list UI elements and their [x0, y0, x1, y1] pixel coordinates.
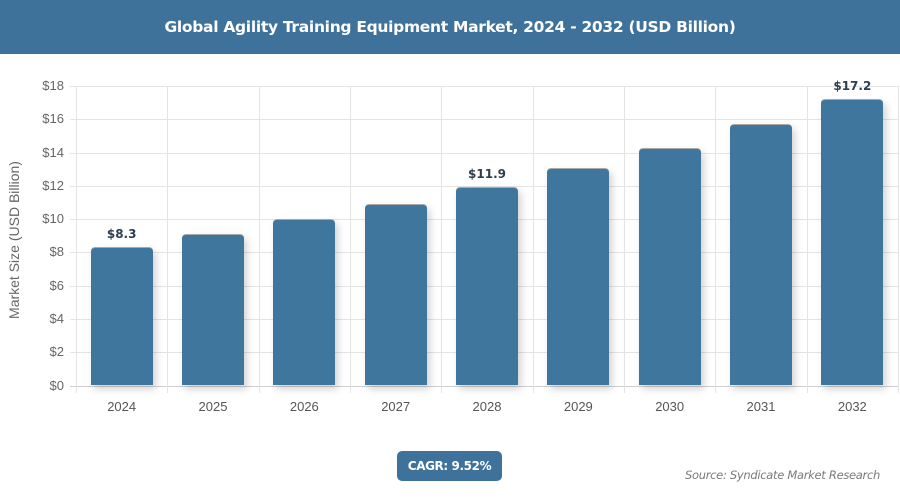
bar-2030 [638, 147, 701, 386]
x-tick-label: 2028 [472, 399, 502, 414]
gridline-vertical [715, 86, 717, 393]
gridline-horizontal [70, 185, 898, 187]
x-tick-label: 2026 [289, 399, 319, 414]
x-tick-label: 2032 [837, 399, 867, 414]
bar-2024 [90, 247, 153, 386]
y-tick-label: $8 [49, 244, 64, 260]
cagr-badge: CAGR: 9.52% [397, 451, 502, 481]
bar-value-label: $8.3 [106, 227, 137, 242]
x-tick-label: 2029 [563, 399, 593, 414]
y-tick-label: $10 [42, 211, 64, 227]
y-tick-label: $6 [49, 277, 64, 293]
gridline-horizontal [70, 86, 898, 87]
y-tick-label: $14 [42, 144, 64, 160]
y-tick-label: $4 [49, 310, 64, 326]
bar-value-label: $11.9 [468, 167, 506, 182]
x-tick-label: 2025 [198, 399, 228, 414]
y-tick-label: $2 [49, 344, 64, 360]
bar-2027 [364, 204, 427, 386]
y-axis-label: Market Size (USD Billion) [6, 161, 22, 319]
y-tick-label: $16 [42, 111, 64, 127]
x-tick-label: 2027 [381, 399, 411, 414]
source-note: Source: Syndicate Market Research [685, 468, 880, 482]
y-tick-label: $18 [42, 78, 64, 93]
bar-2026 [273, 219, 336, 386]
gridline-vertical [76, 86, 77, 393]
gridline-vertical [624, 86, 625, 393]
gridline-vertical [532, 86, 534, 393]
bar-2028 [456, 187, 518, 386]
gridline-vertical [898, 86, 899, 393]
gridline-horizontal [70, 119, 898, 121]
chart-title-banner: Global Agility Training Equipment Market… [0, 0, 900, 54]
gridline-horizontal [70, 385, 898, 387]
bar-2025 [182, 234, 244, 386]
bar-value-label: $17.2 [833, 79, 872, 94]
x-tick-label: 2030 [655, 399, 685, 414]
bar-2029 [547, 167, 610, 386]
gridline-vertical [441, 86, 443, 393]
x-tick-label: 2024 [107, 399, 137, 414]
gridline-horizontal [70, 152, 898, 154]
gridline-vertical [167, 86, 169, 393]
y-tick-label: $0 [49, 377, 64, 393]
gridline-vertical [258, 86, 260, 393]
bar-2032 [821, 99, 884, 386]
gridline-vertical [806, 86, 808, 393]
chart-title: Global Agility Training Equipment Market… [164, 18, 736, 36]
gridline-vertical [350, 86, 351, 393]
bar-2031 [730, 124, 792, 386]
y-tick-label: $12 [42, 177, 64, 193]
x-tick-label: 2031 [746, 399, 776, 414]
